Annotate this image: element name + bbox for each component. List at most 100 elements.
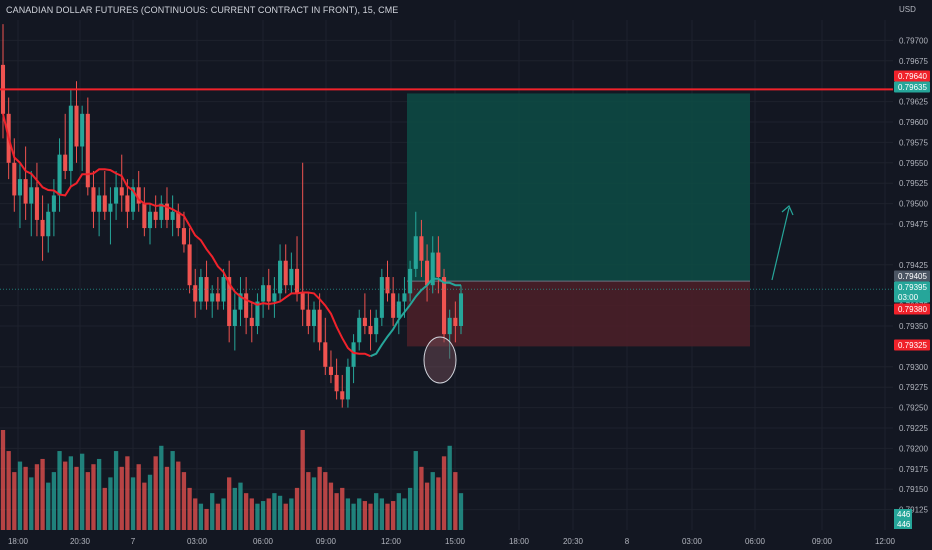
candlesticks: [0, 24, 464, 408]
volume-bar: [441, 456, 447, 530]
volume-bar: [238, 482, 243, 530]
volume-bar: [125, 456, 130, 530]
candle-body: [68, 105, 73, 171]
price-tick-label: 0.79275: [899, 383, 928, 392]
candle-body: [362, 317, 367, 326]
volume-bar: [108, 477, 113, 530]
candle-body: [23, 179, 28, 204]
projection-arrow-head: [781, 205, 794, 216]
candle-body: [114, 187, 119, 204]
volume-bar: [193, 498, 198, 530]
candle-body: [181, 228, 186, 245]
volume-bar: [300, 430, 305, 530]
candle-body: [164, 203, 170, 220]
candle-body: [74, 105, 79, 147]
price-tick-label: 0.79250: [899, 404, 928, 413]
volume-bar: [181, 472, 187, 530]
volume-bar: [29, 477, 34, 530]
volume-bar: [51, 472, 57, 530]
volume-bar: [390, 501, 396, 530]
volume-bar: [102, 487, 107, 530]
price-tag: [894, 270, 930, 282]
price-tick-label: 0.79475: [899, 220, 928, 229]
candle-body: [119, 187, 124, 196]
volume-bar: [424, 482, 430, 530]
time-axis[interactable]: 18:00 20:30 7 03:00 06:00 09:00 12:00 15:00 18:0…: [0, 532, 932, 550]
price-tick-label: 0.79350: [899, 322, 928, 331]
price-tick-label: 0.79225: [899, 424, 928, 433]
position-zones: [407, 93, 750, 347]
candle-body: [238, 293, 243, 310]
volume-bar: [334, 493, 339, 530]
candle-body: [221, 277, 226, 302]
price-tag-label: 0.79395: [898, 283, 927, 292]
candle-body: [419, 236, 424, 261]
price-tick-label: 0.79675: [899, 57, 928, 66]
volume-bar: [413, 451, 418, 530]
volume-bar: [91, 464, 96, 530]
price-tick-label: 0.79150: [899, 485, 928, 494]
price-tick-label: 0.79125: [899, 506, 928, 515]
price-tag-label: 0.79405: [898, 272, 927, 281]
volume-bar: [340, 487, 345, 530]
price-tag: [894, 70, 930, 82]
volume-bar: [12, 472, 17, 530]
time-tick-label: 09:00: [812, 537, 833, 546]
stop-zone: [407, 281, 750, 347]
volume-bar: [176, 461, 181, 530]
candle-body: [187, 244, 192, 286]
candle-body: [396, 301, 401, 318]
volume-bar: [357, 498, 362, 530]
chart-title: CANADIAN DOLLAR FUTURES (CONTINUOUS: CUR…: [6, 5, 399, 15]
volume-bar: [130, 477, 136, 530]
volume-bar: [311, 477, 317, 530]
candle-body: [51, 195, 56, 212]
volume-bar: [260, 501, 266, 530]
volume-bar: [289, 498, 294, 530]
candle-body: [402, 293, 407, 302]
price-tag-label: 03:00: [898, 293, 919, 302]
volume-bar: [187, 487, 192, 530]
candle-body: [306, 309, 311, 326]
candle-body: [272, 293, 277, 302]
volume-bar: [277, 495, 283, 530]
candle-body: [176, 211, 181, 229]
volume-bar: [407, 487, 413, 530]
volume-tag-label: 446: [897, 510, 911, 519]
time-tick-label: 09:00: [316, 537, 337, 546]
volume-bar: [227, 477, 232, 530]
candle-body: [125, 195, 130, 212]
candle-body: [278, 260, 283, 294]
candle-body: [91, 187, 96, 212]
candle-body: [447, 317, 452, 335]
price-tick-label: 0.79300: [899, 363, 928, 372]
volume-bar: [153, 456, 158, 530]
currency-label: USD: [899, 5, 916, 14]
candle-body: [300, 293, 305, 310]
candle-body: [323, 342, 328, 367]
price-tag-label: 0.79325: [898, 341, 927, 350]
candle-body: [215, 293, 220, 302]
price-tick-label: 0.79625: [899, 98, 928, 107]
candle-body: [334, 374, 339, 392]
candle-body: [142, 203, 147, 229]
price-tick-label: 0.79525: [899, 179, 928, 188]
volume-bar: [266, 498, 271, 530]
volume-bar: [40, 458, 45, 530]
volume-bar: [379, 498, 384, 530]
volume-bar: [306, 472, 311, 530]
candle-body: [379, 277, 384, 318]
candle-body: [244, 293, 249, 318]
candle-body: [46, 211, 51, 237]
volume-bar: [243, 493, 249, 530]
candle-body: [97, 195, 102, 212]
target-zone: [407, 93, 750, 282]
candle-body: [458, 293, 464, 326]
candle-body: [453, 317, 458, 326]
time-tick-label: 03:00: [187, 537, 208, 546]
candle-body: [12, 162, 17, 196]
highlight-ellipse: [423, 336, 457, 384]
candle-body: [266, 285, 271, 302]
